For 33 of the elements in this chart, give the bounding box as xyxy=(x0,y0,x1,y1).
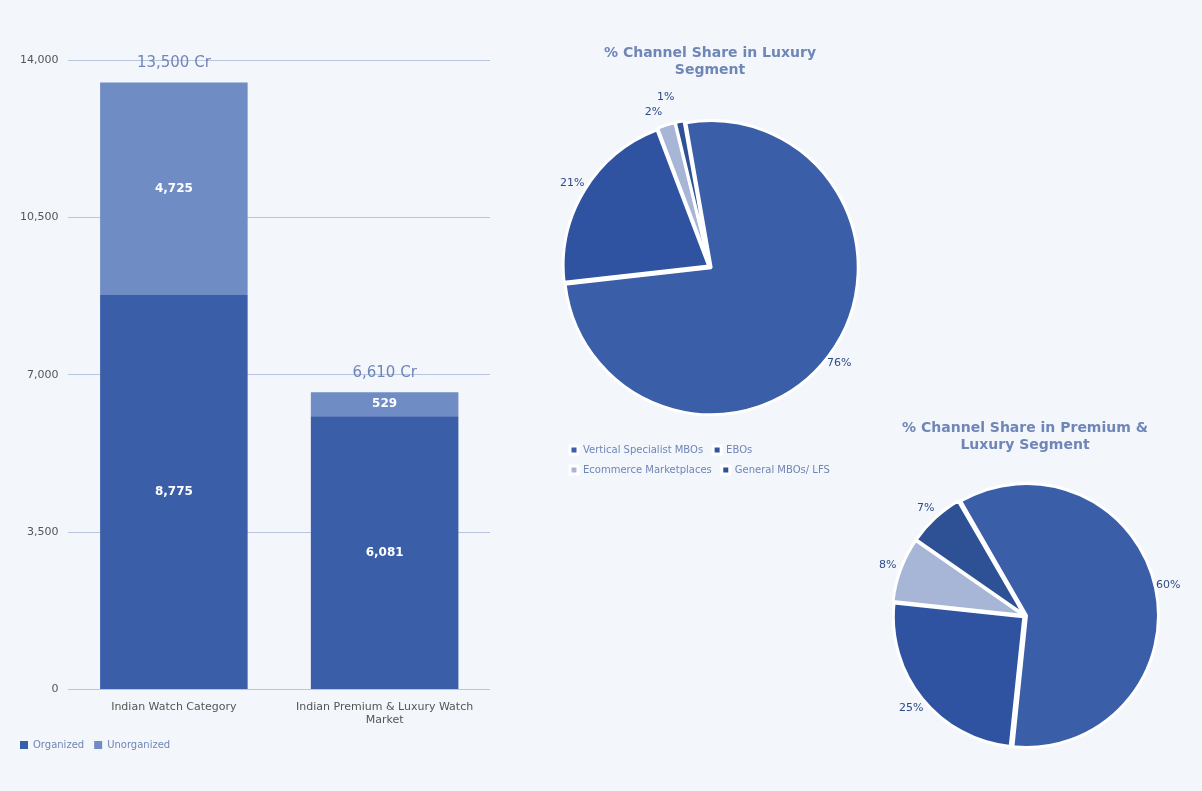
data-label: 2% xyxy=(644,105,663,119)
bar xyxy=(310,392,459,417)
data-label: 76% xyxy=(827,356,852,370)
legend-label: Organized xyxy=(33,738,85,750)
data-label: 4,725 xyxy=(154,180,193,195)
legend-label: Vertical Specialist MBOs xyxy=(583,443,704,455)
bar xyxy=(100,294,248,690)
data-label: 21% xyxy=(559,175,585,189)
bar xyxy=(100,82,248,295)
data-label: 8% xyxy=(878,557,897,571)
data-label: 25% xyxy=(898,700,924,714)
y-tick-label: 10,500 xyxy=(19,210,59,224)
legend-label: General MBOs/ LFS xyxy=(734,463,830,475)
data-label: 60% xyxy=(1156,578,1181,592)
legend-label: EBOs xyxy=(726,443,753,455)
data-label: 6,081 xyxy=(365,544,404,559)
bar xyxy=(310,416,459,690)
data-label: 8,775 xyxy=(154,484,193,499)
total-label: 6,610 Cr xyxy=(352,362,418,381)
y-tick-label: 3,500 xyxy=(26,525,59,539)
x-tick-label: Indian Watch Category xyxy=(111,700,238,714)
legend-label: Ecommerce Marketplaces xyxy=(583,463,712,475)
legend-label: Unorganized xyxy=(107,738,171,750)
data-label: 1% xyxy=(657,89,675,103)
x-tick-label: Indian Premium & Luxury Watch Market xyxy=(296,700,474,727)
total-label: 13,500 Cr xyxy=(136,52,212,71)
y-tick-label: 7,000 xyxy=(26,367,59,381)
chart-title: % Channel Share in Luxury Segment xyxy=(603,44,817,77)
y-tick-label: 0 xyxy=(51,682,59,696)
chart-title: % Channel Share in Premium & Luxury Segment xyxy=(902,419,1148,452)
data-label: 529 xyxy=(372,396,398,411)
data-label: 7% xyxy=(917,500,935,514)
y-tick-label: 14,000 xyxy=(19,52,59,66)
